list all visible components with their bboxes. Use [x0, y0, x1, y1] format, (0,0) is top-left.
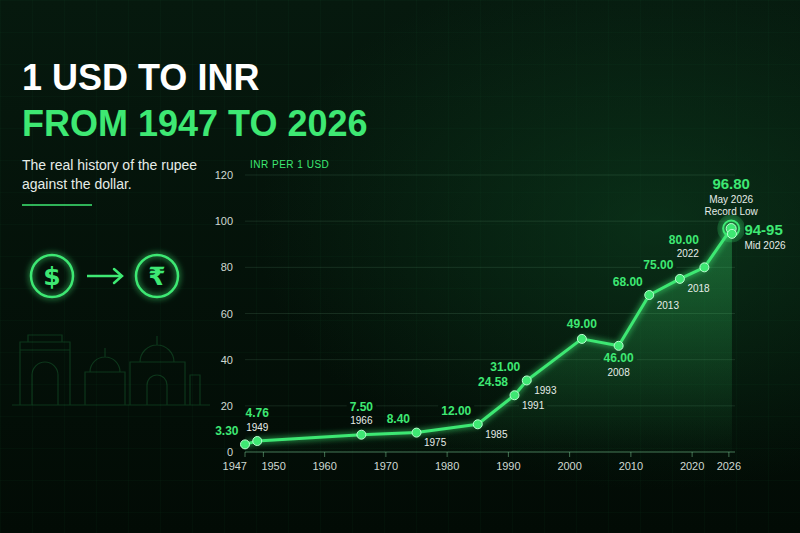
- x-tick-label: 1960: [312, 460, 336, 472]
- labels: 3.30 4.76 1949 7.501966 8.40 1975 12.00 1985 24.…: [215, 175, 786, 448]
- x-tick: [245, 452, 246, 457]
- point: [614, 341, 623, 350]
- point-label: 1993: [534, 385, 557, 396]
- point: [253, 437, 262, 446]
- x-tick-label: 2026: [717, 460, 741, 472]
- value-label: 8.40: [387, 412, 411, 426]
- x-tick-label: 1950: [261, 460, 285, 472]
- y-tick-label: 60: [221, 308, 233, 320]
- point-label: 2022: [677, 248, 700, 259]
- background: [0, 0, 800, 533]
- value-label: 49.00: [567, 317, 597, 331]
- point-label: May 2026: [709, 194, 753, 205]
- point-label: 1991: [522, 400, 545, 411]
- point: [473, 420, 482, 429]
- x-tick: [630, 452, 631, 457]
- point: [727, 229, 736, 238]
- x-tick-label: 1970: [374, 460, 398, 472]
- value-label: 68.00: [613, 275, 643, 289]
- y-tick-label: 80: [221, 261, 233, 273]
- title: FROM 1947 TO 2026: [22, 103, 368, 144]
- x-tick: [447, 452, 448, 457]
- point: [522, 376, 531, 385]
- point-label: 2008: [608, 367, 631, 378]
- skyline: [12, 335, 210, 405]
- point: [675, 274, 684, 283]
- value-label: 46.00: [604, 351, 634, 365]
- base-glow: [230, 492, 800, 494]
- x-tick: [385, 452, 386, 457]
- peak-glow: [717, 215, 744, 243]
- markers: [241, 215, 745, 449]
- title: 1 USD TO INR: [22, 57, 259, 98]
- x-tick-label: 2020: [680, 460, 704, 472]
- x-tick-label: 1990: [496, 460, 520, 472]
- x-tick: [728, 452, 729, 457]
- point-label: 2013: [657, 300, 680, 311]
- point-label: 1949: [246, 422, 269, 433]
- value-label: 31.00: [490, 360, 520, 374]
- subtitle-line: The real history of the rupee: [22, 157, 201, 173]
- value-label: 12.00: [441, 404, 471, 418]
- symbol-ring: [31, 255, 73, 297]
- point-label: 2018: [687, 283, 710, 294]
- point-label: Mid 2026: [744, 240, 786, 251]
- area: [245, 229, 732, 452]
- point: [645, 291, 654, 300]
- point-label: 1975: [424, 437, 447, 448]
- symbol-ring: [136, 255, 178, 297]
- infographic: 1 USD TO INR FROM 1947 TO 2026 The real hi…: [0, 0, 800, 533]
- grid: [245, 175, 735, 452]
- grid-line: [245, 175, 735, 176]
- x-tick: [692, 452, 693, 457]
- arrow: [87, 275, 122, 278]
- x-tick-label: 1947: [223, 460, 247, 472]
- point-label: 1966: [350, 415, 373, 426]
- divider: [22, 204, 92, 206]
- point: [577, 334, 586, 343]
- point: [700, 263, 709, 272]
- point: [510, 391, 519, 400]
- point: [357, 430, 366, 439]
- y-tick-label: 0: [227, 446, 233, 458]
- point-label: 1985: [485, 429, 508, 440]
- point: [412, 428, 421, 437]
- plot-area: [245, 229, 732, 452]
- y-tick-label: 20: [221, 400, 233, 412]
- y-tick-label: 40: [221, 354, 233, 366]
- x-tick-label: 2010: [619, 460, 643, 472]
- x-tick: [508, 452, 509, 457]
- point: [241, 440, 250, 449]
- value-label: 96.80: [712, 175, 750, 192]
- x-tick-label: 1980: [435, 460, 459, 472]
- arrow-head: [114, 269, 122, 283]
- value-label: 3.30: [215, 424, 239, 438]
- x-tick: [569, 452, 570, 457]
- grid-line: [245, 221, 735, 222]
- value-label: 7.50: [350, 400, 374, 414]
- value-label: 4.76: [246, 406, 270, 420]
- background-grid: [0, 0, 800, 533]
- x-tick: [324, 452, 325, 457]
- value-label: 80.00: [669, 233, 699, 247]
- y-axis-title: INR PER 1 USD: [250, 159, 329, 170]
- value-label: 75.00: [643, 258, 673, 272]
- point-label: Record Low: [704, 206, 758, 217]
- symbol: $: [43, 262, 60, 291]
- value-label: 24.58: [478, 375, 508, 389]
- y-tick-label: 100: [215, 215, 233, 227]
- subtitle-line: against the dollar.: [22, 176, 132, 192]
- value-label: 94-95: [744, 221, 782, 238]
- x-tick-label: 2000: [557, 460, 581, 472]
- x-tick: [263, 452, 264, 457]
- background-glow: [0, 0, 800, 533]
- y-tick-label: 120: [215, 169, 233, 181]
- symbol: ₹: [148, 262, 165, 291]
- subtitle: The real history of the rupee against th…: [22, 157, 201, 192]
- line: [245, 229, 732, 445]
